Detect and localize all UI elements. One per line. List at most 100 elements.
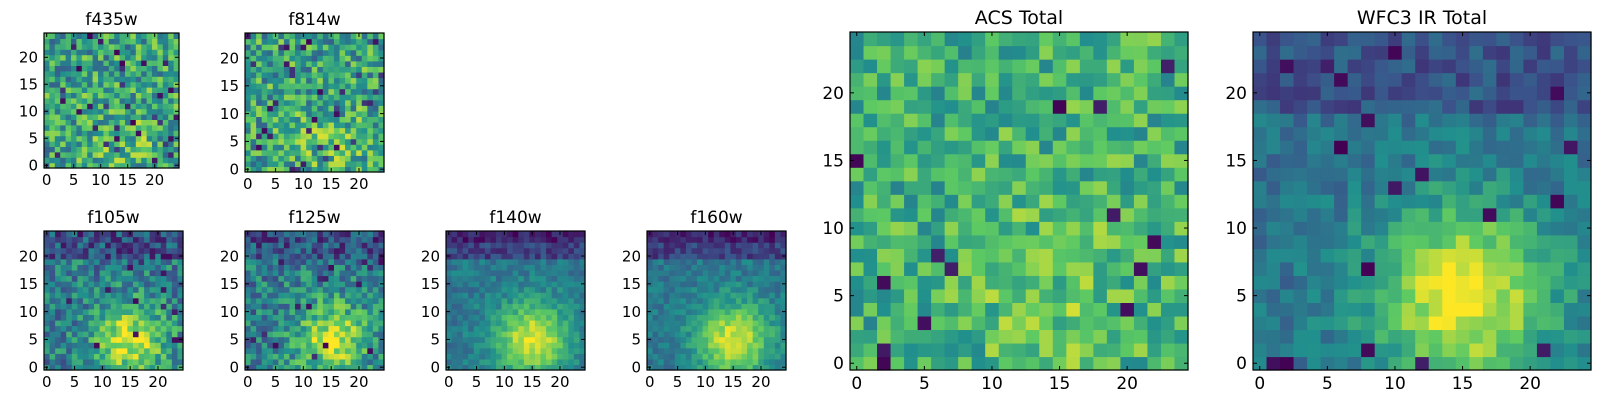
heatmap-cell (250, 83, 257, 90)
heatmap-cell (573, 269, 581, 277)
heatmap-cell (339, 347, 346, 354)
heatmap-cell (283, 105, 291, 112)
axes-frame (43, 230, 184, 371)
heatmap-cell (311, 66, 318, 73)
heatmap-cell (496, 242, 503, 249)
heatmap-cell (99, 236, 106, 243)
heatmap-cell (141, 130, 148, 137)
heatmap-cell (1093, 234, 1108, 249)
heatmap-cell (663, 325, 670, 332)
heatmap-cell (763, 286, 770, 293)
heatmap-cell (267, 166, 274, 173)
heatmap-cell (697, 264, 704, 271)
heatmap-cell (713, 297, 720, 304)
heatmap-cell (267, 66, 274, 73)
heatmap-cell (300, 160, 307, 168)
heatmap-cell (152, 65, 158, 72)
heatmap-cell (971, 221, 986, 236)
heatmap-cell (958, 86, 973, 101)
heatmap-cell (162, 141, 169, 147)
heatmap-cell (300, 336, 307, 343)
heatmap-cell (1469, 342, 1484, 358)
heatmap-cell (1093, 315, 1108, 331)
heatmap-cell (479, 264, 486, 271)
heatmap-cell (904, 126, 919, 141)
heatmap-cell (372, 127, 380, 134)
heatmap-cell (1147, 234, 1162, 249)
heatmap-cell (71, 353, 78, 360)
heatmap-cell (1052, 261, 1067, 276)
heatmap-cell (105, 331, 112, 338)
heatmap-cell (300, 121, 307, 129)
heatmap-cell (295, 99, 302, 106)
heatmap-cell (1253, 221, 1268, 236)
heatmap-cell (702, 236, 709, 243)
heatmap-cell (345, 286, 352, 293)
heatmap-cell (1133, 221, 1149, 236)
heatmap-cell (125, 49, 131, 56)
heatmap-cell (1401, 248, 1416, 263)
heatmap-cell (256, 353, 263, 360)
heatmap-cell (863, 329, 878, 344)
heatmap-cell (1496, 288, 1511, 303)
heatmap-cell (890, 234, 905, 249)
heatmap-cell (1347, 207, 1362, 222)
heatmap-cell (132, 325, 140, 332)
heatmap-cell (71, 130, 77, 137)
heatmap-cell (1388, 329, 1403, 344)
heatmap-cell (752, 364, 759, 371)
heatmap-cell (1361, 275, 1376, 290)
heatmap-cell (173, 49, 180, 56)
heatmap-cell (168, 38, 175, 45)
heatmap-cell (92, 141, 99, 147)
heatmap-cell (295, 105, 302, 112)
heatmap-cell (752, 247, 759, 254)
heatmap-cell (680, 314, 687, 321)
heatmap-cell (546, 319, 553, 327)
heatmap-cell (306, 149, 313, 156)
heatmap-cell (333, 155, 341, 162)
heatmap-cell (877, 221, 892, 236)
heatmap-cell (119, 65, 126, 72)
heatmap-cell (551, 242, 558, 249)
heatmap-cell (1133, 315, 1149, 331)
heatmap-cell (546, 303, 553, 310)
heatmap-cell (245, 49, 252, 56)
heatmap-cell (289, 308, 296, 315)
heatmap-cell (103, 76, 110, 83)
heatmap-cell (685, 331, 693, 338)
heatmap-cell (752, 303, 759, 310)
heatmap-cell (114, 124, 121, 131)
heatmap-cell (752, 236, 759, 243)
heatmap-cell (110, 325, 117, 332)
heatmap-cell (82, 286, 90, 293)
heatmap-cell (568, 353, 575, 360)
heatmap-cell (1052, 113, 1067, 128)
heatmap-cell (105, 342, 112, 349)
heatmap-cell (108, 38, 115, 45)
heatmap-cell (579, 292, 586, 299)
heatmap-cell (747, 308, 754, 315)
heatmap-cell (300, 297, 307, 304)
heatmap-cell (931, 342, 946, 358)
heatmap-cell (669, 358, 676, 366)
heatmap-cell (501, 275, 508, 282)
heatmap-cell (267, 83, 274, 90)
heatmap-cell (138, 325, 145, 332)
heatmap-cell (378, 247, 385, 254)
heatmap-cell (356, 242, 363, 249)
heatmap-cell (350, 144, 357, 151)
heatmap-cell (267, 236, 274, 243)
heatmap-cell (367, 110, 374, 117)
heatmap-cell (685, 336, 693, 343)
heatmap-cell (669, 314, 676, 321)
heatmap-cell (1550, 315, 1565, 331)
heatmap-cell (361, 331, 368, 338)
heatmap-cell (877, 140, 892, 155)
heatmap-cell (328, 275, 335, 282)
heatmap-cell (462, 364, 469, 371)
heatmap-cell (904, 342, 919, 358)
heatmap-cell (110, 314, 117, 321)
heatmap-cell (1388, 180, 1403, 195)
heatmap-cell (917, 99, 932, 114)
